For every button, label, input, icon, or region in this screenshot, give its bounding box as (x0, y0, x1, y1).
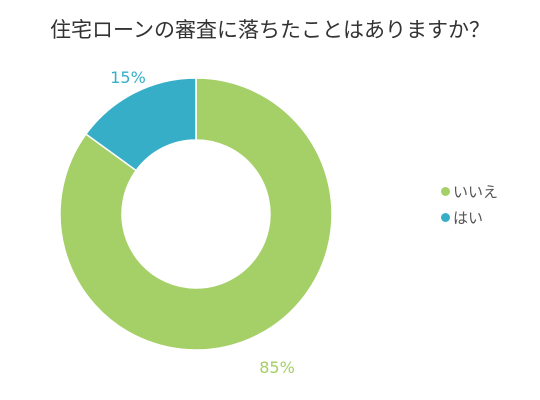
legend-item-yes[interactable]: はい (441, 204, 498, 230)
donut-slice-0[interactable] (59, 77, 333, 351)
chart-title: 住宅ローンの審査に落ちたことはありますか？ (50, 18, 490, 42)
chart-legend: いいえ はい (441, 178, 498, 230)
legend-item-no[interactable]: いいえ (441, 178, 498, 204)
data-label-0: 85% (259, 358, 295, 377)
donut-slice-1[interactable] (84, 77, 197, 172)
legend-swatch-yes (441, 212, 450, 222)
legend-label-no: いいえ (453, 182, 499, 201)
data-label-1: 15% (110, 68, 146, 87)
legend-label-yes: はい (453, 208, 484, 227)
legend-swatch-no (441, 186, 450, 196)
